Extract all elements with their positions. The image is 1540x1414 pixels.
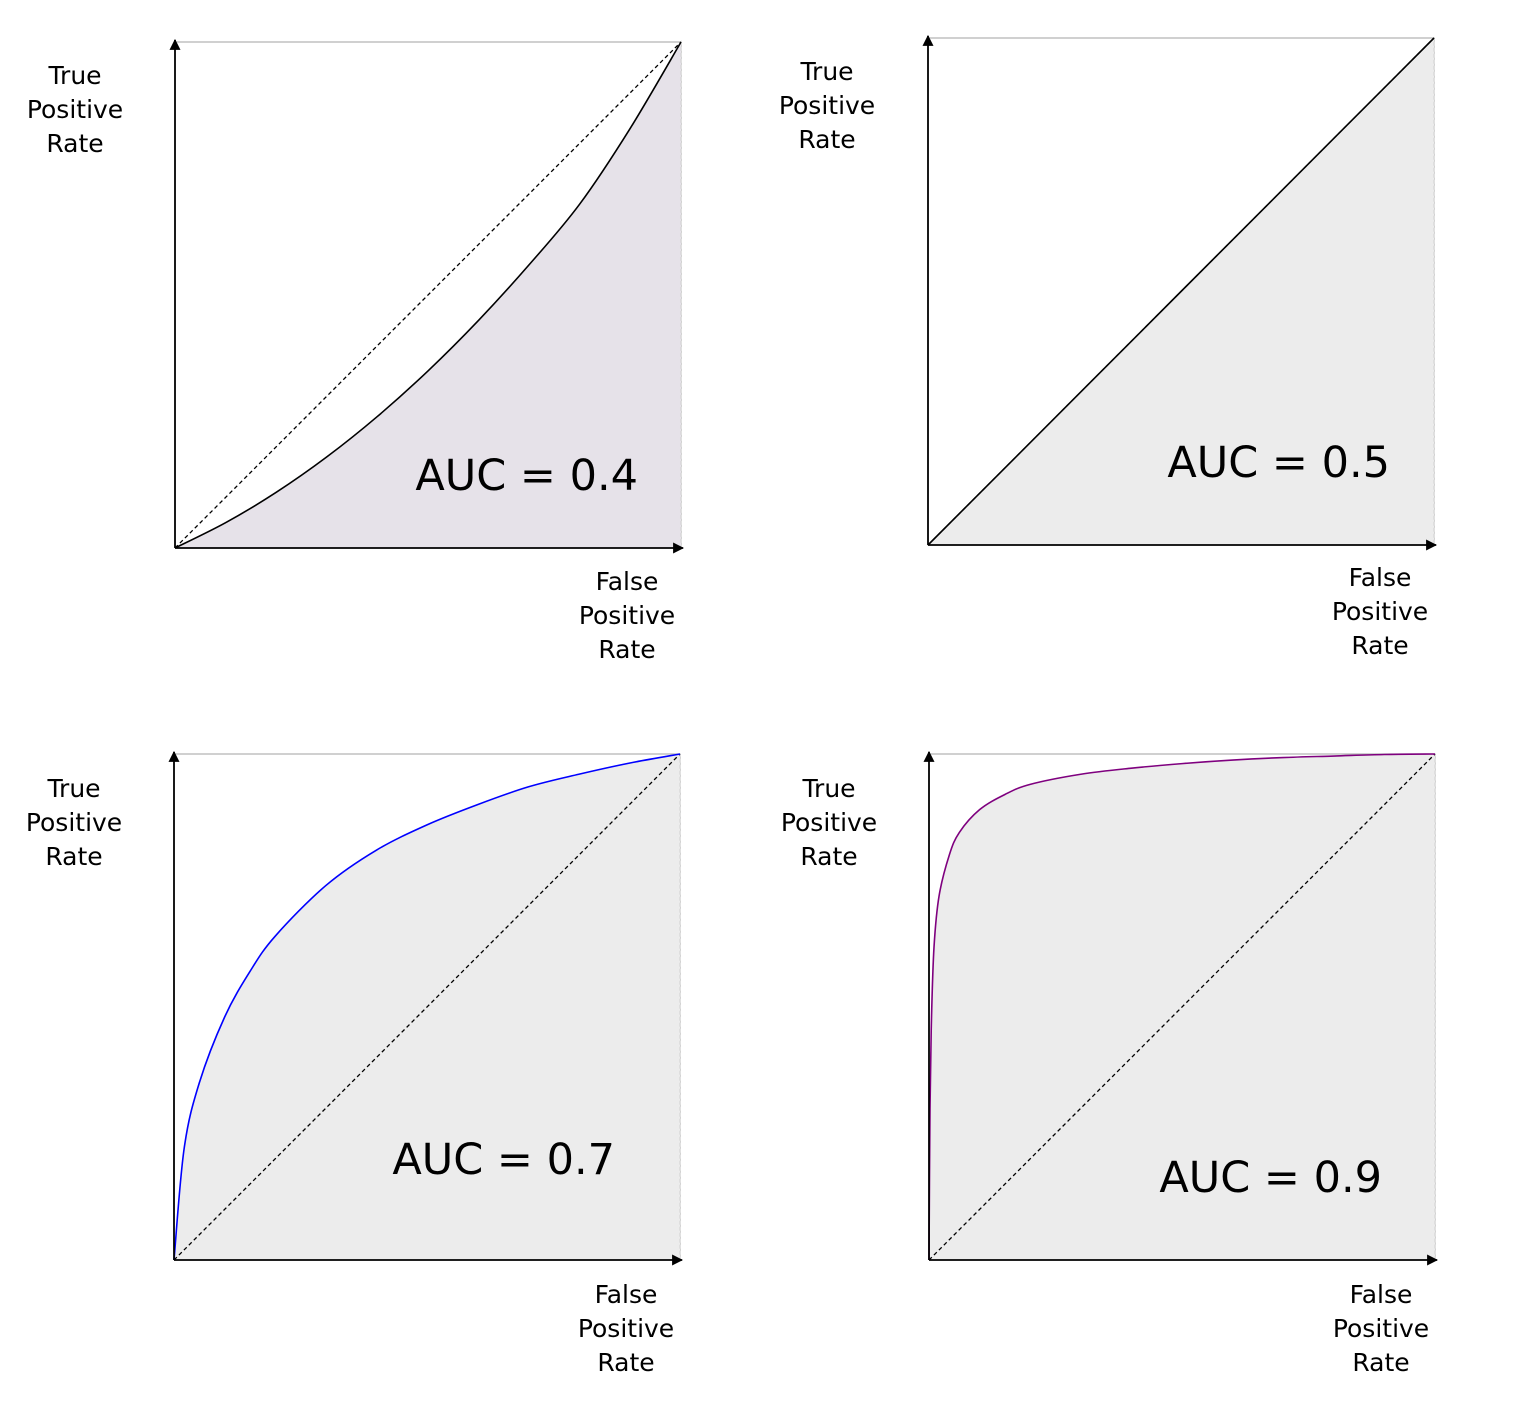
x-axis-label: False Positive Rate bbox=[578, 1280, 674, 1377]
y-axis-label: True Positive Rate bbox=[27, 61, 123, 158]
roc-panels: AUC = 0.4 True Positive Rate False Positive Ra… bbox=[26, 34, 1439, 1377]
auc-label: AUC = 0.4 bbox=[415, 451, 638, 501]
y-axis-label: True Positive Rate bbox=[779, 57, 875, 154]
roc-panel-1: AUC = 0.4 True Positive Rate False Positive Ra… bbox=[27, 38, 685, 664]
x-axis-label: False Positive Rate bbox=[1332, 563, 1428, 660]
roc-curve bbox=[927, 37, 1435, 546]
x-axis-label: False Positive Rate bbox=[1333, 1280, 1429, 1377]
roc-curve bbox=[174, 41, 682, 549]
chance-diagonal bbox=[174, 41, 682, 549]
x-axis-label: False Positive Rate bbox=[579, 567, 675, 664]
roc-panel-4: AUC = 0.9 True Positive Rate False Positive Ra… bbox=[781, 750, 1439, 1377]
chance-diagonal bbox=[173, 753, 681, 1261]
y-axis-label: True Positive Rate bbox=[26, 774, 122, 871]
roc-panel-2: AUC = 0.5 True Positive Rate False Positive Ra… bbox=[779, 34, 1438, 660]
roc-panel-3: AUC = 0.7 True Positive Rate False Positive Ra… bbox=[26, 750, 684, 1377]
roc-curve bbox=[928, 753, 1436, 1261]
roc-curve bbox=[173, 753, 681, 1261]
auc-label: AUC = 0.5 bbox=[1167, 438, 1390, 488]
chance-diagonal bbox=[928, 753, 1436, 1261]
y-axis-label: True Positive Rate bbox=[781, 774, 877, 871]
auc-label: AUC = 0.7 bbox=[392, 1135, 615, 1185]
auc-label: AUC = 0.9 bbox=[1159, 1153, 1382, 1203]
